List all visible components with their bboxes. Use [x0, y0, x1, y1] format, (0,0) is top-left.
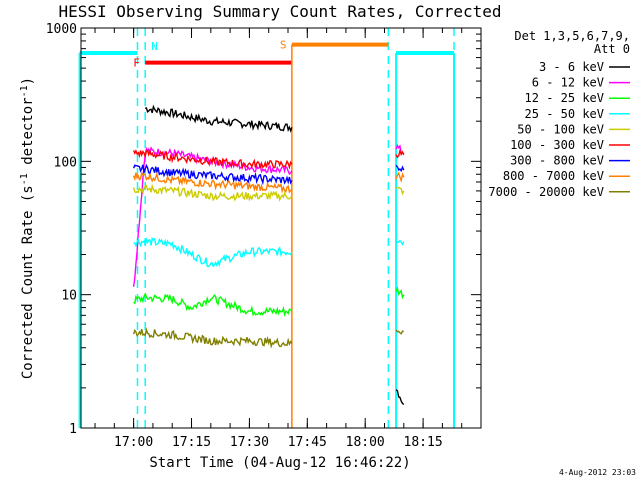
legend-label: 3 - 6 keV — [539, 60, 604, 74]
series-line-6-1 — [395, 164, 405, 173]
y-axis-label-exp2: -1 — [19, 85, 30, 97]
series-line-2-1 — [395, 285, 405, 300]
flag-N-label: N — [151, 40, 158, 53]
legend-label: 7000 - 20000 keV — [488, 185, 604, 199]
legend-label: 50 - 100 keV — [517, 122, 604, 136]
series-line-3-1 — [395, 239, 405, 246]
y-axis-ticks: 1 10 100 1000 — [46, 22, 481, 437]
legend-label: 25 - 50 keV — [525, 107, 604, 121]
series-line-5-1 — [395, 148, 405, 159]
y-tick-label: 10 — [61, 289, 77, 304]
x-tick-label: 17:30 — [230, 435, 269, 450]
series-line-6-0 — [132, 163, 293, 186]
y-tick-label: 1 — [69, 422, 77, 437]
y-axis-label-part1: Corrected Count Rate (s — [20, 185, 36, 379]
series-line-5-0 — [132, 148, 293, 171]
series-line-2-0 — [133, 292, 293, 318]
legend-label: 800 - 7000 keV — [503, 169, 604, 183]
y-tick-label: 1000 — [46, 22, 77, 37]
series-line-4-1 — [395, 186, 405, 196]
legend-title-line1: Det 1,3,5,6,7,9, — [514, 29, 630, 43]
legend-label: 100 - 300 keV — [510, 138, 604, 152]
legend-label: 6 - 12 keV — [532, 76, 604, 90]
series-line-0-1 — [395, 389, 405, 406]
series-line-0-0 — [144, 104, 293, 133]
y-axis-label-exp1: -1 — [19, 173, 30, 185]
x-tick-label: 17:00 — [114, 435, 153, 450]
x-tick-label: 18:15 — [404, 435, 443, 450]
x-tick-label: 17:45 — [288, 435, 327, 450]
legend-label: 12 - 25 keV — [525, 91, 604, 105]
series-line-8-1 — [395, 329, 404, 335]
y-axis-label-part3: ) — [20, 77, 36, 85]
y-tick-label: 100 — [54, 155, 77, 170]
timestamp: 4-Aug-2012 23:03 — [559, 468, 636, 477]
legend-title-line2: Att 0 — [594, 42, 630, 56]
series-line-3-0 — [133, 236, 293, 268]
chart-title: HESSI Observing Summary Count Rates, Cor… — [58, 2, 501, 21]
plot-frame — [80, 27, 482, 429]
flag-F-label: F — [133, 57, 140, 70]
x-axis-ticks: 17:00 17:15 17:30 17:45 18:00 18:15 — [94, 28, 482, 450]
series-line-7-0 — [132, 171, 293, 194]
y-axis-label: Corrected Count Rate (s-1 detector-1) — [19, 77, 36, 379]
plot-area: FN S — [78, 28, 455, 428]
legend-label: 300 - 800 keV — [510, 154, 604, 168]
y-axis-label-part2: detector — [20, 97, 36, 173]
series-line-8-0 — [132, 327, 293, 349]
flag-S-label: S — [280, 39, 287, 52]
x-tick-label: 18:00 — [346, 435, 385, 450]
series-line-4-0 — [132, 183, 293, 202]
x-axis-label: Start Time (04-Aug-12 16:46:22) — [149, 455, 410, 471]
series-line-7-1 — [395, 171, 405, 183]
x-tick-label: 17:15 — [172, 435, 211, 450]
